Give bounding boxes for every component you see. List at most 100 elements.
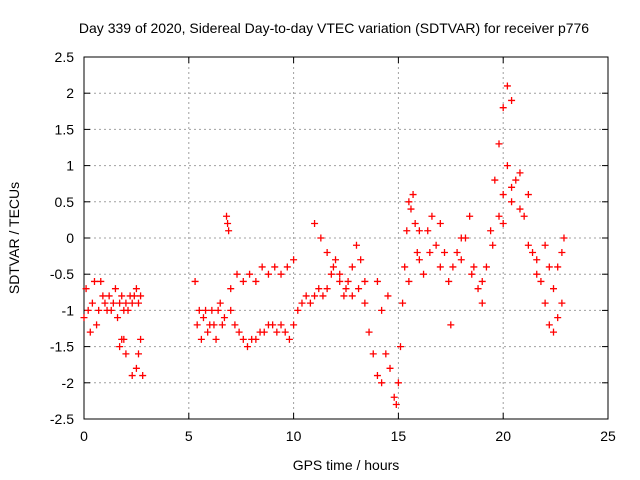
data-point (281, 328, 289, 336)
data-point (227, 306, 235, 314)
x-tick-label: 10 (286, 428, 302, 444)
data-point (82, 285, 90, 293)
data-point (420, 270, 428, 278)
data-point (499, 104, 507, 112)
data-point (290, 321, 298, 329)
data-point (361, 299, 369, 307)
y-tick-label: -1.5 (50, 339, 74, 355)
data-point (252, 277, 260, 285)
data-point (436, 220, 444, 228)
data-point (407, 205, 415, 213)
data-point (355, 285, 363, 293)
data-point (109, 299, 117, 307)
data-point (193, 321, 201, 329)
data-point (114, 314, 122, 322)
data-point (128, 299, 136, 307)
data-point (191, 277, 199, 285)
data-point (491, 176, 499, 184)
data-point (361, 277, 369, 285)
y-axis-label: SDTVAR / TECUs (6, 182, 22, 294)
data-point (382, 350, 390, 358)
data-point (285, 335, 293, 343)
x-axis-label: GPS time / hours (293, 457, 400, 473)
data-point (277, 321, 285, 329)
data-point (508, 96, 516, 104)
data-point (428, 212, 436, 220)
data-point (516, 205, 524, 213)
data-point (342, 285, 350, 293)
data-point (231, 321, 239, 329)
data-point (298, 299, 306, 307)
data-point (139, 372, 147, 380)
data-point (239, 277, 247, 285)
data-point (264, 270, 272, 278)
data-point (403, 227, 411, 235)
data-point (116, 343, 124, 351)
data-point (352, 241, 360, 249)
data-point (124, 306, 132, 314)
data-point (225, 227, 233, 235)
data-point (93, 321, 101, 329)
data-point (294, 306, 302, 314)
data-point (424, 227, 432, 235)
data-point (495, 140, 503, 148)
data-point (503, 162, 511, 170)
data-point (269, 321, 277, 329)
data-point (252, 335, 260, 343)
data-point (336, 277, 344, 285)
data-point (415, 227, 423, 235)
data-point (195, 306, 203, 314)
data-point (373, 372, 381, 380)
data-point (327, 270, 335, 278)
data-point (541, 241, 549, 249)
data-point (290, 256, 298, 264)
data-point (409, 191, 417, 199)
y-tick-label: -1 (62, 302, 75, 318)
y-tick-label: 0 (66, 230, 74, 246)
x-tick-label: 15 (391, 428, 407, 444)
y-tick-label: 1.5 (55, 121, 75, 137)
data-point (560, 234, 568, 242)
data-point (386, 364, 394, 372)
data-point (84, 306, 92, 314)
data-point (99, 292, 107, 300)
data-point (537, 277, 545, 285)
data-point (545, 263, 553, 271)
data-point (545, 321, 553, 329)
data-point (344, 277, 352, 285)
data-point (204, 328, 212, 336)
data-point (243, 343, 251, 351)
data-point (453, 248, 461, 256)
data-point (348, 292, 356, 300)
data-point (457, 256, 465, 264)
x-tick-label: 25 (600, 428, 616, 444)
data-point (533, 256, 541, 264)
data-point (315, 285, 323, 293)
data-point (132, 364, 140, 372)
data-point (260, 328, 268, 336)
data-point (512, 176, 520, 184)
data-point (122, 350, 130, 358)
data-point (436, 263, 444, 271)
data-point (134, 299, 142, 307)
data-point (508, 183, 516, 191)
data-point (224, 220, 232, 228)
data-point (516, 169, 524, 177)
data-point (233, 270, 241, 278)
data-point (223, 212, 231, 220)
data-point (227, 285, 235, 293)
y-tick-label: 0.5 (55, 194, 75, 210)
data-point (311, 220, 319, 228)
data-point (554, 263, 562, 271)
data-point (445, 277, 453, 285)
data-point (208, 306, 216, 314)
data-point (128, 372, 136, 380)
data-point (101, 299, 109, 307)
data-point (134, 350, 142, 358)
data-point (80, 314, 88, 322)
data-markers (80, 82, 568, 409)
data-point (503, 82, 511, 90)
data-point (470, 263, 478, 271)
data-point (550, 328, 558, 336)
data-point (212, 335, 220, 343)
